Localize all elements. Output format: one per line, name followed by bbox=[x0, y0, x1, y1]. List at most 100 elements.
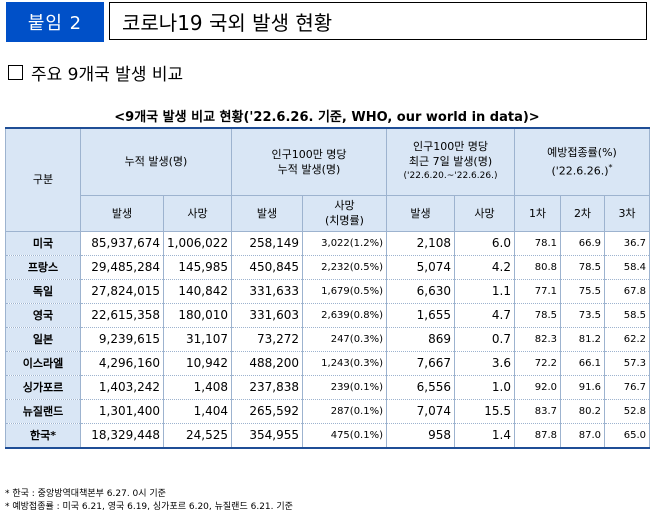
table-row: 미국 85,937,674 1,006,022 258,149 3,022(1.2%) 2… bbox=[5, 231, 650, 256]
section-label: 주요 9개국 발생 비교 bbox=[31, 65, 184, 85]
cell-r-cases: 958 bbox=[386, 423, 455, 449]
header-vax-line1: 예방접종률(%) bbox=[547, 145, 617, 159]
cell-pm-deaths: 2,639(0.8%) bbox=[302, 303, 387, 328]
cell-r-cases: 5,074 bbox=[386, 255, 455, 280]
cell-r-deaths: 4.7 bbox=[454, 303, 515, 328]
cell-deaths: 1,408 bbox=[163, 375, 232, 400]
cell-dose2: 66.1 bbox=[560, 351, 605, 376]
cell-pm-deaths: 239(0.1%) bbox=[302, 375, 387, 400]
cell-r-deaths: 6.0 bbox=[454, 231, 515, 256]
cell-cases: 18,329,448 bbox=[80, 423, 164, 449]
cell-dose3: 57.3 bbox=[604, 351, 650, 376]
cell-r-deaths: 4.2 bbox=[454, 255, 515, 280]
cell-r-deaths: 1.0 bbox=[454, 375, 515, 400]
cell-cases: 27,824,015 bbox=[80, 279, 164, 304]
cell-pm-deaths: 3,022(1.2%) bbox=[302, 231, 387, 256]
cell-r-cases: 7,074 bbox=[386, 399, 455, 424]
cell-dose2: 66.9 bbox=[560, 231, 605, 256]
cell-country: 한국* bbox=[5, 423, 81, 449]
cell-r-cases: 7,667 bbox=[386, 351, 455, 376]
cell-dose3: 36.7 bbox=[604, 231, 650, 256]
header-vaccination: 예방접종률(%) ('22.6.26.)* bbox=[514, 127, 650, 196]
cell-country: 미국 bbox=[5, 231, 81, 256]
cell-pm-cases: 331,633 bbox=[231, 279, 303, 304]
cell-pm-cases: 488,200 bbox=[231, 351, 303, 376]
header-pm-cases: 발생 bbox=[231, 194, 303, 232]
header-dose2: 2차 bbox=[560, 194, 605, 232]
header-pm-deaths-line1: 사망 bbox=[334, 199, 355, 212]
cell-country: 싱가포르 bbox=[5, 375, 81, 400]
cell-dose1: 87.8 bbox=[514, 423, 561, 449]
cell-dose3: 52.8 bbox=[604, 399, 650, 424]
cell-pm-deaths: 475(0.1%) bbox=[302, 423, 387, 449]
header-per-million: 인구100만 명당 누적 발생(명) bbox=[231, 127, 387, 196]
cell-r-cases: 1,655 bbox=[386, 303, 455, 328]
header-recent-line2: 최근 7일 발생(명) bbox=[408, 155, 493, 169]
cell-pm-deaths: 1,679(0.5%) bbox=[302, 279, 387, 304]
cell-dose3: 67.8 bbox=[604, 279, 650, 304]
cell-cases: 1,301,400 bbox=[80, 399, 164, 424]
header-cases: 발생 bbox=[80, 194, 164, 232]
cell-pm-cases: 450,845 bbox=[231, 255, 303, 280]
table-row: 한국* 18,329,448 24,525 354,955 475(0.1%) 958 1.… bbox=[5, 423, 650, 449]
cell-dose3: 76.7 bbox=[604, 375, 650, 400]
cell-country: 영국 bbox=[5, 303, 81, 328]
header-recent-line1: 인구100만 명당 bbox=[412, 140, 489, 154]
cell-r-cases: 869 bbox=[386, 327, 455, 352]
table-row: 프랑스 29,485,284 145,985 450,845 2,232(0.5%) 5,… bbox=[5, 255, 650, 280]
cell-country: 이스라엘 bbox=[5, 351, 81, 376]
cell-country: 독일 bbox=[5, 279, 81, 304]
cell-dose2: 75.5 bbox=[560, 279, 605, 304]
section-heading: 주요 9개국 발생 비교 bbox=[8, 60, 183, 85]
cell-r-cases: 6,630 bbox=[386, 279, 455, 304]
page-header: 붙임 2 코로나19 국외 발생 현황 bbox=[6, 2, 648, 42]
cell-r-deaths: 3.6 bbox=[454, 351, 515, 376]
header-country: 구분 bbox=[5, 127, 81, 232]
cell-r-cases: 6,556 bbox=[386, 375, 455, 400]
cell-dose2: 81.2 bbox=[560, 327, 605, 352]
cell-r-deaths: 15.5 bbox=[454, 399, 515, 424]
table-row: 뉴질랜드 1,301,400 1,404 265,592 287(0.1%) 7,074 1… bbox=[5, 399, 650, 424]
header-vax-mark: * bbox=[608, 162, 613, 172]
cell-deaths: 1,006,022 bbox=[163, 231, 232, 256]
cell-country: 일본 bbox=[5, 327, 81, 352]
cell-pm-cases: 258,149 bbox=[231, 231, 303, 256]
footnotes: * 한국 : 중앙방역대책본부 6.27. 0시 기준 * 예방접종률 : 미국… bbox=[5, 488, 293, 514]
cell-dose2: 91.6 bbox=[560, 375, 605, 400]
cell-dose1: 92.0 bbox=[514, 375, 561, 400]
cell-cases: 29,485,284 bbox=[80, 255, 164, 280]
comparison-table: 구분 누적 발생(명) 인구100만 명당 누적 발생(명) 인구100만 명당… bbox=[5, 127, 650, 449]
cell-deaths: 31,107 bbox=[163, 327, 232, 352]
cell-pm-deaths: 1,243(0.3%) bbox=[302, 351, 387, 376]
table-caption: <9개국 발생 비교 현황('22.6.26. 기준, WHO, our wor… bbox=[114, 110, 540, 125]
cell-pm-deaths: 287(0.1%) bbox=[302, 399, 387, 424]
cell-r-deaths: 1.1 bbox=[454, 279, 515, 304]
cell-cases: 4,296,160 bbox=[80, 351, 164, 376]
cell-deaths: 24,525 bbox=[163, 423, 232, 449]
cell-dose3: 58.5 bbox=[604, 303, 650, 328]
cell-pm-cases: 265,592 bbox=[231, 399, 303, 424]
header-recent-line3: ('22.6.20.~'22.6.26.) bbox=[403, 171, 498, 182]
cell-dose1: 77.1 bbox=[514, 279, 561, 304]
header-per-million-line2: 누적 발생(명) bbox=[277, 162, 341, 176]
header-r-cases: 발생 bbox=[386, 194, 455, 232]
cell-deaths: 10,942 bbox=[163, 351, 232, 376]
cell-dose2: 78.5 bbox=[560, 255, 605, 280]
header-pm-deaths-line2: (치명률) bbox=[325, 214, 364, 227]
cell-dose1: 78.1 bbox=[514, 231, 561, 256]
cell-dose3: 62.2 bbox=[604, 327, 650, 352]
header-deaths: 사망 bbox=[163, 194, 232, 232]
cell-dose3: 65.0 bbox=[604, 423, 650, 449]
footnote-korea: * 한국 : 중앙방역대책본부 6.27. 0시 기준 bbox=[5, 489, 166, 499]
cell-pm-deaths: 247(0.3%) bbox=[302, 327, 387, 352]
cell-pm-cases: 73,272 bbox=[231, 327, 303, 352]
cell-dose2: 80.2 bbox=[560, 399, 605, 424]
cell-deaths: 180,010 bbox=[163, 303, 232, 328]
header-recent: 인구100만 명당 최근 7일 발생(명) ('22.6.20.~'22.6.2… bbox=[386, 127, 515, 196]
checkbox-icon bbox=[8, 65, 23, 80]
cell-r-deaths: 0.7 bbox=[454, 327, 515, 352]
cell-deaths: 140,842 bbox=[163, 279, 232, 304]
header-vax-line2: ('22.6.26.)* bbox=[515, 160, 649, 179]
cell-pm-cases: 354,955 bbox=[231, 423, 303, 449]
table-row: 싱가포르 1,403,242 1,408 237,838 239(0.1%) 6,556 1… bbox=[5, 375, 650, 400]
